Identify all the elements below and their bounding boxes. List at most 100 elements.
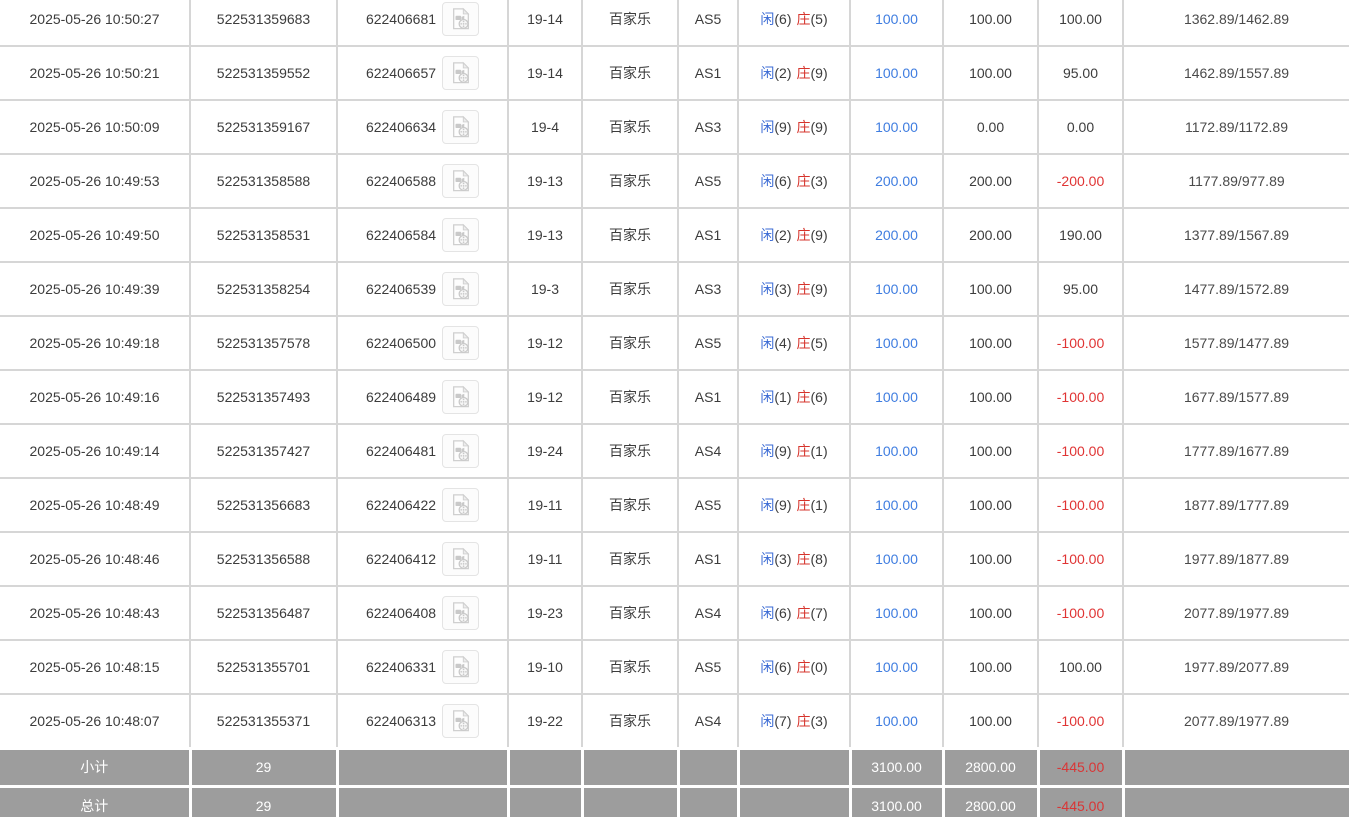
cell-game-type: 百家乐	[581, 207, 679, 263]
game-number-text: 622406539	[365, 281, 437, 297]
cell-round: 19-12	[507, 369, 583, 425]
cell-ref-number: 522531358531	[189, 207, 338, 263]
cell-bet-time: 2025-05-26 10:48:15	[0, 639, 191, 695]
game-number-text: 622406331	[365, 659, 437, 675]
bet-amount-link[interactable]: 100.00	[875, 119, 918, 135]
cell-ref-number: 522531359552	[189, 45, 338, 101]
cell-bet-amount: 200.00	[849, 153, 944, 209]
player-result-label: 闲	[760, 659, 775, 675]
video-replay-button[interactable]	[442, 434, 480, 468]
cell-round: 19-11	[507, 477, 583, 533]
cell-table-code: AS1	[677, 369, 739, 425]
cell-round: 19-13	[507, 207, 583, 263]
cell-valid-amount: 100.00	[942, 315, 1039, 371]
player-result-label: 闲	[760, 497, 775, 513]
cell-game-number: 622406408	[336, 585, 509, 641]
cell-win-loss: -100.00	[1037, 585, 1124, 641]
video-replay-button[interactable]	[442, 650, 480, 684]
cell-game-type: 百家乐	[581, 477, 679, 533]
cell-result: 闲(4) 庄(5)	[737, 315, 851, 371]
bet-amount-link[interactable]: 200.00	[875, 173, 918, 189]
banker-result-label: 庄	[796, 712, 811, 729]
total-count: 29	[188, 784, 339, 817]
cell-round: 19-22	[507, 693, 583, 749]
cell-game-number: 622406481	[336, 423, 509, 479]
video-replay-button[interactable]	[442, 110, 480, 144]
video-replay-button[interactable]	[442, 56, 480, 90]
cell-game-number: 622406588	[336, 153, 509, 209]
cell-bet-time: 2025-05-26 10:48:46	[0, 531, 191, 587]
bet-amount-link[interactable]: 100.00	[875, 659, 918, 675]
total-empty-cell	[506, 784, 584, 817]
cell-valid-amount: 100.00	[942, 531, 1039, 587]
cell-valid-amount: 100.00	[942, 261, 1039, 317]
film-document-icon	[452, 169, 469, 192]
bet-amount-link[interactable]: 100.00	[875, 443, 918, 459]
bet-amount-link[interactable]: 100.00	[875, 281, 918, 297]
cell-ref-number: 522531357427	[189, 423, 338, 479]
bet-amount-link[interactable]: 200.00	[875, 227, 918, 243]
banker-result-label: 庄	[796, 119, 811, 135]
cell-valid-amount: 100.00	[942, 0, 1039, 47]
cell-win-loss: -100.00	[1037, 531, 1124, 587]
cell-result: 闲(2) 庄(9)	[737, 207, 851, 263]
video-replay-button[interactable]	[442, 380, 480, 414]
table-row: 2025-05-26 10:49:18 522531357578 6224065…	[0, 315, 1349, 371]
cell-game-number: 622406489	[336, 369, 509, 425]
cell-game-type: 百家乐	[581, 315, 679, 371]
banker-result-score: (9)	[810, 119, 828, 135]
player-result-label: 闲	[760, 119, 775, 135]
cell-bet-amount: 200.00	[849, 207, 944, 263]
cell-result: 闲(6) 庄(7)	[737, 585, 851, 641]
video-replay-button[interactable]	[442, 272, 480, 306]
bet-amount-link[interactable]: 100.00	[875, 10, 918, 27]
total-row: 总计 29 3100.00 2800.00 -445.00	[0, 784, 1349, 817]
cell-game-number: 622406539	[336, 261, 509, 317]
total-empty-cell	[335, 784, 510, 817]
cell-game-type: 百家乐	[581, 0, 679, 47]
bet-amount-link[interactable]: 100.00	[875, 497, 918, 513]
bet-amount-link[interactable]: 100.00	[875, 335, 918, 351]
total-winloss-total: -445.00	[1036, 784, 1125, 817]
cell-result: 闲(9) 庄(9)	[737, 99, 851, 155]
table-row: 2025-05-26 10:49:50 522531358531 6224065…	[0, 207, 1349, 263]
film-document-icon	[452, 493, 469, 516]
total-bet-total: 3100.00	[848, 784, 945, 817]
table-row: 2025-05-26 10:49:16 522531357493 6224064…	[0, 369, 1349, 425]
bet-amount-link[interactable]: 100.00	[875, 605, 918, 621]
banker-result-score: (9)	[810, 65, 828, 81]
game-number-text: 622406500	[365, 335, 437, 351]
video-replay-button[interactable]	[442, 326, 480, 360]
bet-amount-link[interactable]: 100.00	[875, 65, 918, 81]
video-replay-button[interactable]	[442, 703, 480, 738]
cell-table-code: AS4	[677, 585, 739, 641]
cell-bet-amount: 100.00	[849, 45, 944, 101]
cell-win-loss: 95.00	[1037, 261, 1124, 317]
cell-valid-amount: 200.00	[942, 153, 1039, 209]
cell-table-code: AS5	[677, 639, 739, 695]
subtotal-empty-cell	[335, 746, 510, 788]
video-replay-button[interactable]	[442, 596, 480, 630]
subtotal-empty-cell	[676, 746, 740, 788]
video-replay-button[interactable]	[442, 1, 480, 36]
banker-result-label: 庄	[796, 65, 811, 81]
video-replay-button[interactable]	[442, 218, 480, 252]
game-number-text: 622406489	[365, 389, 437, 405]
video-replay-button[interactable]	[442, 488, 480, 522]
cell-game-type: 百家乐	[581, 693, 679, 749]
cell-win-loss: 100.00	[1037, 639, 1124, 695]
cell-ref-number: 522531359683	[189, 0, 338, 47]
cell-valid-amount: 100.00	[942, 585, 1039, 641]
banker-result-score: (0)	[810, 659, 828, 675]
film-document-icon	[452, 223, 469, 246]
video-replay-button[interactable]	[442, 164, 480, 198]
bet-amount-link[interactable]: 100.00	[875, 551, 918, 567]
game-number-text: 622406657	[365, 65, 437, 81]
player-result-score: (9)	[774, 497, 792, 513]
cell-valid-amount: 0.00	[942, 99, 1039, 155]
cell-round: 19-23	[507, 585, 583, 641]
bet-amount-link[interactable]: 100.00	[875, 712, 918, 729]
video-replay-button[interactable]	[442, 542, 480, 576]
cell-table-code: AS1	[677, 207, 739, 263]
bet-amount-link[interactable]: 100.00	[875, 389, 918, 405]
